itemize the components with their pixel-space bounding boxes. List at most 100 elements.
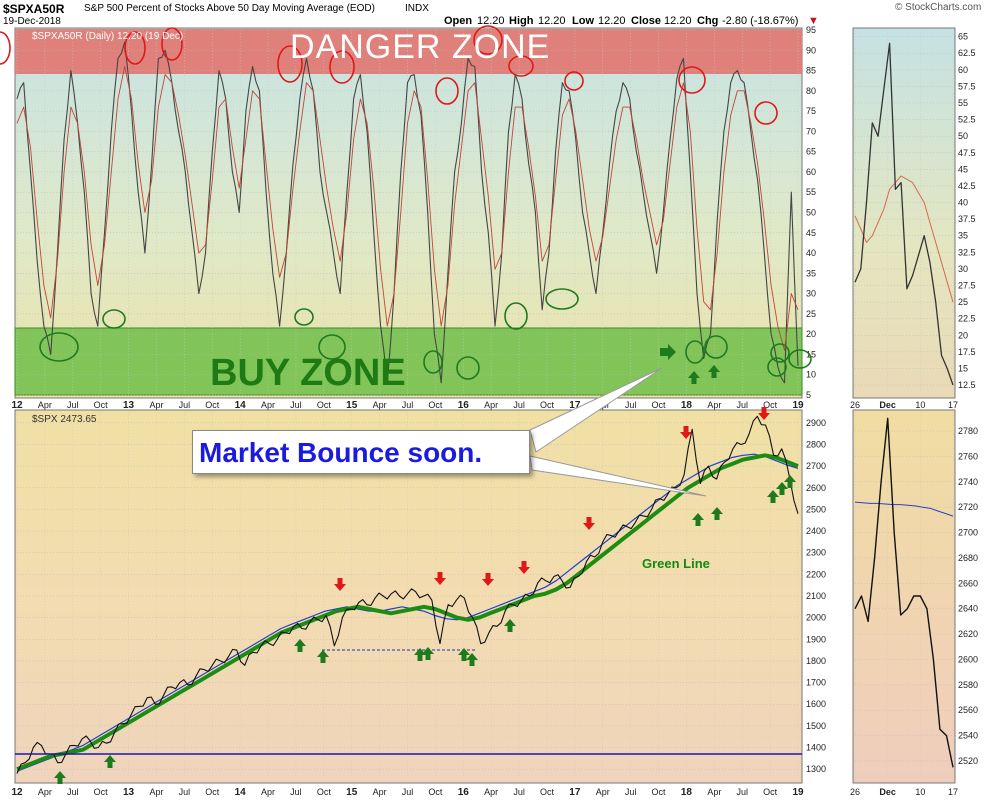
y-tick-label: 60 <box>806 167 816 177</box>
x-tick-label: Jul <box>736 400 748 410</box>
y-tick-label: 30 <box>958 264 968 274</box>
y-tick-label: 2500 <box>806 504 826 514</box>
x-tick-label: 17 <box>948 400 958 410</box>
y-tick-label: 2600 <box>958 654 978 664</box>
x-tick-label: Oct <box>540 787 555 797</box>
x-tick-label: Oct <box>652 787 667 797</box>
y-tick-label: 50 <box>958 131 968 141</box>
x-tick-label: 13 <box>123 400 135 411</box>
y-tick-label: 45 <box>806 228 816 238</box>
y-tick-label: 2520 <box>958 756 978 766</box>
x-tick-label: 26 <box>850 400 860 410</box>
chg-label: Chg <box>697 15 719 27</box>
x-tick-label: Apr <box>707 400 721 410</box>
up-arrow-icon <box>708 365 720 378</box>
danger-zone-band <box>15 29 802 74</box>
x-tick-label: 14 <box>235 787 247 798</box>
y-tick-label: 2580 <box>958 680 978 690</box>
up-arrow-icon <box>54 771 66 784</box>
green-circle-marker <box>685 340 705 364</box>
up-arrow-icon <box>692 513 704 526</box>
x-tick-label: Jul <box>513 787 525 797</box>
x-tick-label: Apr <box>261 787 275 797</box>
buy-zone-label: BUY ZONE <box>210 352 406 394</box>
chart-description: S&P 500 Percent of Stocks Above 50 Day M… <box>84 3 375 14</box>
x-tick-label: Jul <box>513 400 525 410</box>
x-tick-label: Apr <box>373 787 387 797</box>
x-tick-label: Dec <box>879 400 896 410</box>
y-tick-label: 2100 <box>806 591 826 601</box>
green-circle-marker <box>423 350 443 374</box>
y-tick-label: 2740 <box>958 477 978 487</box>
x-tick-label: Oct <box>94 400 109 410</box>
x-tick-label: 16 <box>458 787 470 798</box>
y-tick-label: 40 <box>958 198 968 208</box>
close-value: 12.20 <box>664 15 692 27</box>
x-tick-label: 16 <box>458 400 470 411</box>
x-tick-label: Jul <box>179 787 191 797</box>
y-tick-label: 45 <box>958 164 968 174</box>
y-tick-label: 2760 <box>958 451 978 461</box>
green-ma-line <box>16 453 799 772</box>
up-arrow-icon <box>711 507 723 520</box>
low-value: 12.20 <box>598 15 626 27</box>
up-arrow-icon <box>458 648 470 661</box>
x-tick-label: Jul <box>290 400 302 410</box>
y-tick-label: 1300 <box>806 764 826 774</box>
x-tick-label: Jul <box>402 400 414 410</box>
chg-down-icon: ▼ <box>808 15 819 27</box>
x-tick-label: Jul <box>179 400 191 410</box>
x-tick-label: Jul <box>290 787 302 797</box>
red-circle-marker <box>564 71 584 91</box>
green-circle-marker <box>704 335 728 359</box>
x-tick-label: 15 <box>346 400 358 411</box>
detail-price-line <box>854 417 954 768</box>
y-tick-label: 52.5 <box>958 115 976 125</box>
down-arrow-icon <box>482 573 494 586</box>
breadth-y-axis: 5 10 15 20 25 30 35 40 45 50 55 60 65 70 75 80 85 90 95 <box>806 25 816 400</box>
y-tick-label: 2700 <box>958 528 978 538</box>
x-tick-label: Oct <box>317 400 332 410</box>
price-series-line <box>16 415 799 774</box>
detail-breadth-x-axis: 26 Dec 10 17 <box>850 400 958 410</box>
y-tick-label: 1900 <box>806 634 826 644</box>
open-label: Open <box>444 15 473 27</box>
up-arrow-icon <box>422 647 434 660</box>
green-circle-marker <box>456 356 480 380</box>
x-tick-label: 12 <box>11 787 23 798</box>
high-label: High <box>509 15 534 27</box>
y-tick-label: 80 <box>806 86 816 96</box>
x-tick-label: Apr <box>261 400 275 410</box>
y-tick-label: 1700 <box>806 678 826 688</box>
x-tick-label: Apr <box>596 787 610 797</box>
y-tick-label: 2200 <box>806 569 826 579</box>
y-tick-label: 2680 <box>958 553 978 563</box>
y-tick-label: 20 <box>958 330 968 340</box>
y-tick-label: 2300 <box>806 548 826 558</box>
price-x-axis: 12 Apr Jul Oct 13 Apr Jul Oct 14 Apr Jul Oct 15 Apr Ju… <box>11 787 804 798</box>
y-tick-label: 27.5 <box>958 281 976 291</box>
callout-pointer-top <box>529 367 663 453</box>
detail-breadth-y-axis: 12.5 15 17.5 20 22.5 25 27.5 30 32.5 35 37.5 40 42.5… <box>958 32 976 390</box>
x-tick-label: Oct <box>317 787 332 797</box>
x-tick-label: Apr <box>149 400 163 410</box>
x-tick-label: 19 <box>792 787 804 798</box>
x-tick-label: 12 <box>11 400 23 411</box>
x-tick-label: Apr <box>484 400 498 410</box>
red-circle-marker <box>0 31 11 65</box>
open-value: 12.20 <box>477 15 505 27</box>
low-label: Low <box>572 15 594 27</box>
y-tick-label: 1500 <box>806 721 826 731</box>
down-arrow-icon <box>680 426 692 439</box>
x-tick-label: Oct <box>205 787 220 797</box>
y-tick-label: 37.5 <box>958 214 976 224</box>
y-tick-label: 2660 <box>958 578 978 588</box>
breadth-ma-line <box>16 66 799 351</box>
up-arrow-icon <box>776 482 788 495</box>
x-tick-label: 13 <box>123 787 135 798</box>
down-arrow-icon <box>518 561 530 574</box>
price-panel-title: $SPX 2473.65 <box>32 414 97 425</box>
green-circle-marker <box>318 334 346 360</box>
breadth-series-line <box>16 41 799 384</box>
y-tick-label: 22.5 <box>958 314 976 324</box>
